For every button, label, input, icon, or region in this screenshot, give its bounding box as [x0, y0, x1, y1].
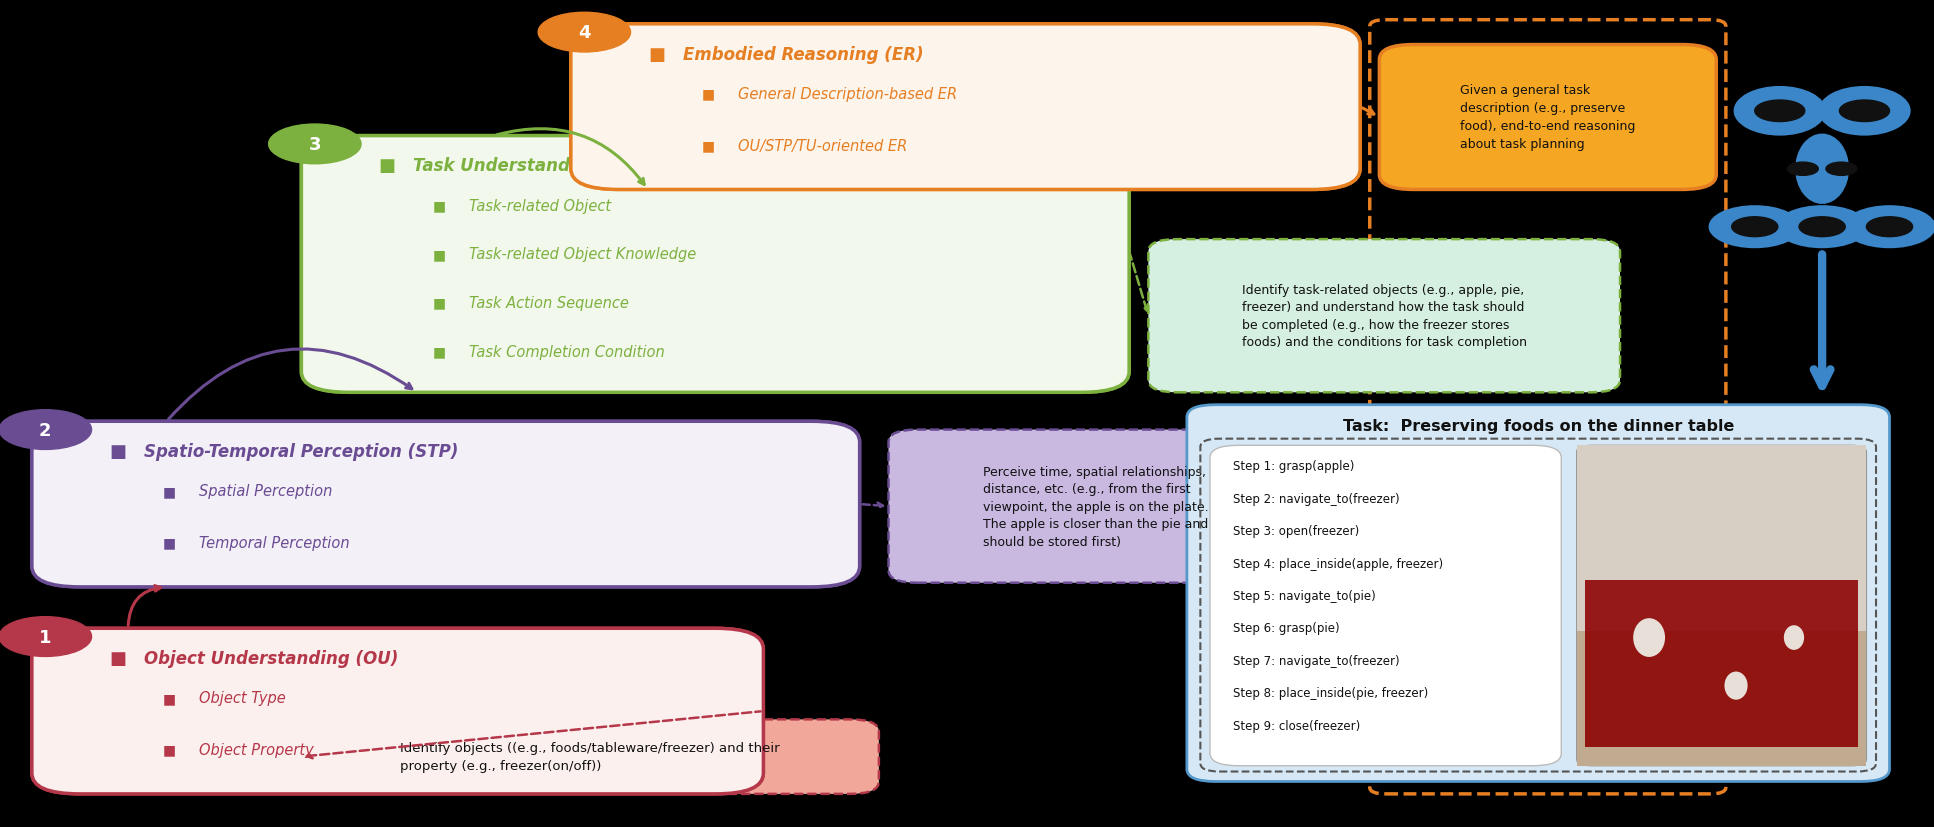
- FancyBboxPatch shape: [1211, 446, 1561, 766]
- Text: 3: 3: [309, 136, 321, 154]
- Text: Step 7: navigate_to(freezer): Step 7: navigate_to(freezer): [1234, 654, 1400, 667]
- Circle shape: [1866, 218, 1913, 237]
- Text: ■: ■: [162, 485, 176, 498]
- Text: Object Type: Object Type: [199, 691, 286, 705]
- Text: Step 3: open(freezer): Step 3: open(freezer): [1234, 524, 1360, 538]
- FancyBboxPatch shape: [31, 629, 764, 794]
- Text: ■: ■: [162, 536, 176, 550]
- Text: ■: ■: [108, 442, 126, 461]
- Circle shape: [1839, 101, 1890, 122]
- Text: Given a general task
description (e.g., preserve
food), end-to-end reasoning
abo: Given a general task description (e.g., …: [1460, 84, 1636, 151]
- FancyBboxPatch shape: [1576, 631, 1866, 766]
- Circle shape: [0, 410, 91, 450]
- Text: Task-related Object: Task-related Object: [468, 198, 611, 213]
- Text: Step 5: navigate_to(pie): Step 5: navigate_to(pie): [1234, 590, 1375, 602]
- Circle shape: [1754, 101, 1804, 122]
- Circle shape: [1799, 218, 1845, 237]
- Text: Identify task-related objects (e.g., apple, pie,
freezer) and understand how the: Identify task-related objects (e.g., app…: [1242, 284, 1526, 349]
- Text: ■: ■: [648, 45, 665, 64]
- Text: Spatio-Temporal Perception (STP): Spatio-Temporal Perception (STP): [143, 442, 458, 461]
- FancyBboxPatch shape: [1576, 446, 1866, 631]
- Ellipse shape: [1775, 206, 1868, 249]
- Text: Spatial Perception: Spatial Perception: [199, 484, 333, 499]
- Text: Task:  Preserving foods on the dinner table: Task: Preserving foods on the dinner tab…: [1342, 418, 1735, 433]
- Text: 4: 4: [578, 24, 590, 42]
- FancyBboxPatch shape: [302, 136, 1129, 393]
- FancyBboxPatch shape: [31, 422, 859, 587]
- Text: 2: 2: [39, 421, 52, 439]
- Circle shape: [538, 13, 630, 53]
- Text: Task Completion Condition: Task Completion Condition: [468, 344, 665, 359]
- Text: Step 4: place_inside(apple, freezer): Step 4: place_inside(apple, freezer): [1234, 557, 1443, 570]
- Text: ■: ■: [433, 296, 445, 310]
- FancyBboxPatch shape: [571, 25, 1360, 190]
- Text: General Description-based ER: General Description-based ER: [739, 87, 957, 102]
- FancyBboxPatch shape: [1149, 240, 1621, 393]
- Text: ■: ■: [433, 345, 445, 359]
- FancyBboxPatch shape: [31, 629, 764, 794]
- Text: ■: ■: [433, 199, 445, 213]
- Text: Step 2: navigate_to(freezer): Step 2: navigate_to(freezer): [1234, 492, 1400, 505]
- Text: Embodied Reasoning (ER): Embodied Reasoning (ER): [683, 45, 923, 64]
- Text: Temporal Perception: Temporal Perception: [199, 535, 350, 551]
- Text: Step 9: close(freezer): Step 9: close(freezer): [1234, 719, 1360, 732]
- Text: Step 1: grasp(apple): Step 1: grasp(apple): [1234, 460, 1354, 473]
- FancyBboxPatch shape: [1187, 405, 1890, 782]
- Ellipse shape: [1795, 135, 1849, 204]
- Ellipse shape: [1733, 87, 1826, 136]
- Ellipse shape: [1708, 206, 1801, 249]
- Ellipse shape: [1818, 87, 1911, 136]
- FancyBboxPatch shape: [302, 719, 878, 794]
- Circle shape: [1826, 163, 1857, 176]
- Text: ■: ■: [379, 157, 395, 175]
- Text: ■: ■: [702, 139, 716, 153]
- FancyBboxPatch shape: [302, 136, 1129, 393]
- FancyBboxPatch shape: [888, 430, 1302, 583]
- Text: ■: ■: [108, 649, 126, 667]
- Ellipse shape: [1783, 625, 1804, 650]
- FancyBboxPatch shape: [31, 422, 859, 587]
- Polygon shape: [1586, 581, 1859, 747]
- Circle shape: [0, 617, 91, 657]
- FancyBboxPatch shape: [1576, 446, 1866, 766]
- Text: Object Property: Object Property: [199, 742, 313, 758]
- Text: ■: ■: [433, 247, 445, 261]
- Text: Step 6: grasp(pie): Step 6: grasp(pie): [1234, 622, 1340, 634]
- Text: ■: ■: [162, 691, 176, 705]
- Text: ■: ■: [702, 88, 716, 101]
- Text: Object Understanding (OU): Object Understanding (OU): [143, 649, 398, 667]
- Text: Task-related Object Knowledge: Task-related Object Knowledge: [468, 247, 696, 262]
- Ellipse shape: [1725, 672, 1748, 700]
- Text: Identify objects ((e.g., foods/tableware/freezer) and their
property (e.g., free: Identify objects ((e.g., foods/tableware…: [400, 742, 779, 772]
- Text: Perceive time, spatial relationships,
distance, etc. (e.g., from the first
viewp: Perceive time, spatial relationships, di…: [982, 465, 1209, 548]
- Text: Task Understanding (TU): Task Understanding (TU): [414, 157, 646, 175]
- Text: ■: ■: [162, 743, 176, 757]
- FancyBboxPatch shape: [571, 25, 1360, 190]
- Text: 1: 1: [39, 628, 52, 646]
- Circle shape: [269, 125, 362, 165]
- FancyBboxPatch shape: [1379, 45, 1715, 190]
- Ellipse shape: [1632, 619, 1665, 657]
- Ellipse shape: [1843, 206, 1934, 249]
- Text: Step 8: place_inside(pie, freezer): Step 8: place_inside(pie, freezer): [1234, 686, 1429, 700]
- Text: OU/STP/TU-oriented ER: OU/STP/TU-oriented ER: [739, 138, 907, 154]
- Text: Task Action Sequence: Task Action Sequence: [468, 295, 629, 311]
- Circle shape: [1787, 163, 1818, 176]
- Circle shape: [1731, 218, 1777, 237]
